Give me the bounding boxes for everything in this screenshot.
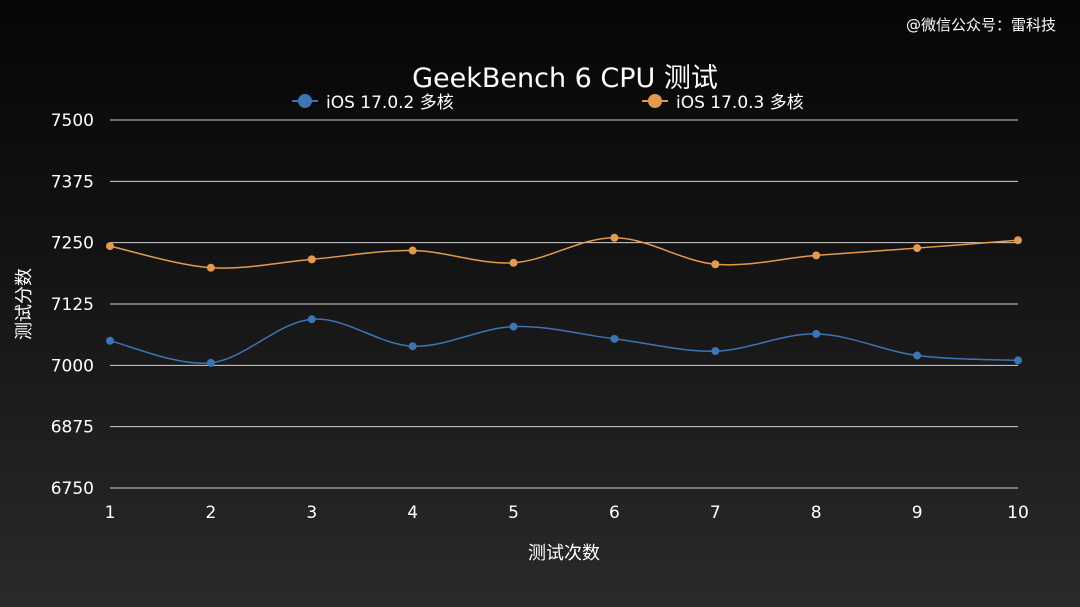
data-point (106, 242, 114, 251)
data-point (408, 246, 417, 255)
y-axis-title: 测试分数 (14, 268, 35, 340)
x-tick-label: 2 (205, 503, 216, 523)
data-point (206, 263, 215, 272)
series-1 (106, 315, 1022, 367)
data-point (408, 342, 417, 351)
data-point (106, 336, 114, 345)
x-tick-label: 9 (912, 503, 923, 523)
x-tick-label: 7 (710, 503, 721, 523)
legend-item-ios-17-0-2: iOS 17.0.2 多核 (292, 88, 454, 113)
x-tick-label: 1 (105, 503, 116, 523)
gridlines (110, 119, 1018, 489)
data-point (913, 244, 922, 253)
data-point (1014, 236, 1022, 245)
data-point (812, 329, 821, 338)
x-tick-label: 8 (811, 503, 822, 523)
legend-label: iOS 17.0.3 多核 (676, 93, 804, 113)
legend-item-ios-17-0-3: iOS 17.0.3 多核 (642, 88, 804, 113)
series-2 (106, 233, 1022, 272)
data-point (206, 358, 215, 367)
y-axis-tick-labels: 6750 6875 7000 7125 7250 7375 7500 (51, 111, 94, 499)
series-line (109, 318, 1019, 365)
data-point (509, 322, 518, 331)
data-point (913, 351, 922, 360)
data-point (610, 334, 619, 343)
data-point (812, 251, 821, 260)
y-tick-label: 6875 (51, 418, 94, 438)
y-tick-label: 7125 (51, 295, 94, 315)
data-point (307, 315, 316, 324)
data-point (610, 233, 619, 242)
series-layer (106, 233, 1022, 367)
legend-marker-icon (642, 93, 668, 108)
y-tick-label: 7000 (51, 356, 94, 376)
data-point (307, 255, 316, 264)
x-tick-label: 4 (407, 503, 418, 523)
watermark: @微信公众号：雷科技 (905, 16, 1056, 34)
x-axis-title: 测试次数 (528, 543, 600, 564)
legend-label: iOS 17.0.2 多核 (326, 93, 454, 113)
y-tick-label: 7375 (51, 172, 94, 192)
legend-marker-icon (292, 93, 318, 108)
series-line (109, 237, 1019, 269)
y-tick-label: 6750 (51, 479, 94, 499)
legend: iOS 17.0.2 多核 iOS 17.0.3 多核 (0, 88, 1080, 113)
x-tick-label: 6 (609, 503, 620, 523)
y-tick-label: 7250 (51, 234, 94, 254)
data-point (509, 258, 518, 267)
x-tick-label: 3 (306, 503, 317, 523)
chart-title: GeekBench 6 CPU 测试 (412, 63, 718, 94)
data-point (711, 347, 720, 356)
data-point (1014, 356, 1022, 365)
data-point (711, 260, 720, 269)
y-tick-label: 7500 (51, 111, 94, 131)
x-tick-label: 5 (508, 503, 519, 523)
x-tick-label: 10 (1007, 503, 1029, 523)
x-axis-tick-labels: 1 2 3 4 5 6 7 8 9 10 (105, 503, 1029, 523)
